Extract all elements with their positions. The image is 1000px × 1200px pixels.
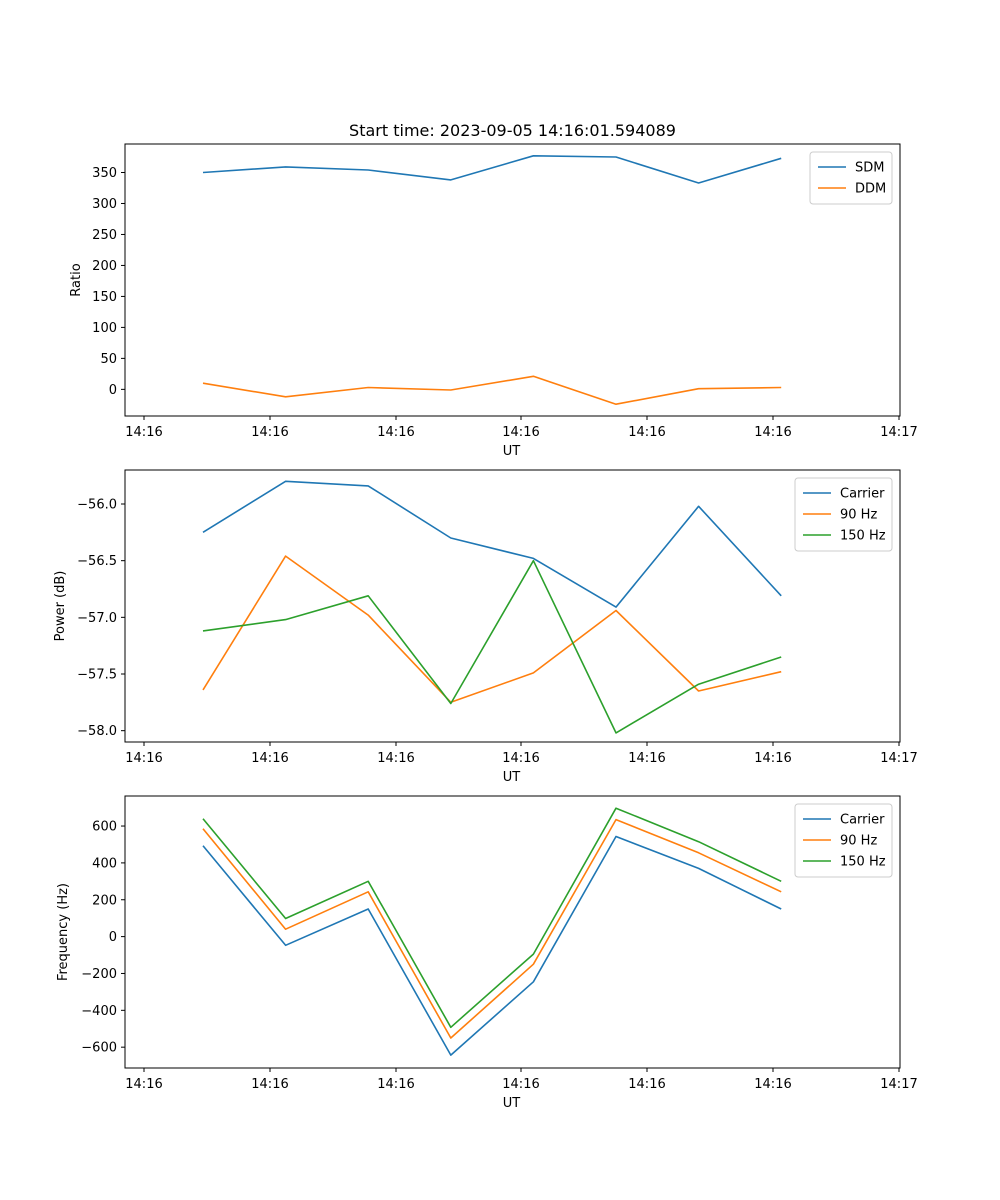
panel-3: 14:16 14:16 14:16 14:16 14:16 14:16 14:17 UT −60… xyxy=(56,795,918,1111)
series-line-90-hz xyxy=(202,555,782,704)
x-tick-label: 14:16 xyxy=(628,425,665,440)
series-line-150-hz xyxy=(202,559,782,734)
y-tick-label: 150 xyxy=(92,290,117,305)
axes-frame xyxy=(124,795,901,1069)
x-tick-label: 14:16 xyxy=(251,751,288,766)
x-tick-label: 14:16 xyxy=(377,751,414,766)
y-tick-label: 200 xyxy=(92,893,117,908)
x-tick-label: 14:16 xyxy=(628,751,665,766)
legend: Carrier 90 Hz 150 Hz xyxy=(794,803,893,878)
series-line-150-hz xyxy=(202,807,782,1029)
legend-label: Carrier xyxy=(840,813,885,828)
x-axis-label: UT xyxy=(503,770,521,785)
x-tick-label: 14:17 xyxy=(880,1077,917,1092)
legend: Carrier 90 Hz 150 Hz xyxy=(794,477,893,552)
x-tick-label: 14:16 xyxy=(377,425,414,440)
legend-label: 90 Hz xyxy=(840,508,877,523)
series-line-ddm xyxy=(202,375,782,406)
legend: SDM DDM xyxy=(809,151,893,205)
y-tick-label: 0 xyxy=(109,383,117,398)
x-tick-label: 14:16 xyxy=(754,425,791,440)
y-tick-label: 300 xyxy=(92,197,117,212)
x-tick-label: 14:16 xyxy=(502,425,539,440)
x-tick-label: 14:16 xyxy=(125,751,162,766)
y-tick-label: −56.5 xyxy=(77,554,117,569)
y-tick-label: 50 xyxy=(100,352,117,367)
legend-label: 90 Hz xyxy=(840,834,877,849)
x-tick-label: 14:16 xyxy=(251,1077,288,1092)
x-tick-label: 14:17 xyxy=(880,751,917,766)
panel-1: Start time: 2023-09-05 14:16:01.594089 14… xyxy=(69,121,918,459)
x-axis-label: UT xyxy=(503,1096,521,1111)
x-tick-label: 14:16 xyxy=(502,1077,539,1092)
panel-2: 14:16 14:16 14:16 14:16 14:16 14:16 14:17 UT −58… xyxy=(53,469,918,785)
legend-label: DDM xyxy=(855,182,886,197)
y-tick-label: 350 xyxy=(92,166,117,181)
legend-label: SDM xyxy=(855,161,884,176)
legend-box xyxy=(794,803,893,878)
x-tick-label: 14:17 xyxy=(880,425,917,440)
x-tick-label: 14:16 xyxy=(125,1077,162,1092)
y-tick-label: −57.0 xyxy=(77,611,117,626)
y-axis-label: Power (dB) xyxy=(53,571,68,642)
y-tick-label: −400 xyxy=(81,1004,117,1019)
legend-label: 150 Hz xyxy=(840,855,886,870)
legend-label: Carrier xyxy=(840,487,885,502)
y-tick-label: −600 xyxy=(81,1041,117,1056)
axes-frame xyxy=(124,469,901,743)
series-line-carrier xyxy=(202,480,782,608)
x-tick-label: 14:16 xyxy=(251,425,288,440)
series-line-90-hz xyxy=(202,818,782,1039)
y-axis-label: Frequency (Hz) xyxy=(56,883,71,981)
y-tick-label: 100 xyxy=(92,321,117,336)
x-tick-label: 14:16 xyxy=(125,425,162,440)
y-tick-label: 400 xyxy=(92,856,117,871)
legend-label: 150 Hz xyxy=(840,529,886,544)
y-tick-label: −56.0 xyxy=(77,498,117,513)
x-axis-label: UT xyxy=(503,444,521,459)
y-axis-label: Ratio xyxy=(69,263,84,296)
x-tick-label: 14:16 xyxy=(628,1077,665,1092)
y-tick-label: −57.5 xyxy=(77,668,117,683)
y-tick-label: 0 xyxy=(109,930,117,945)
x-tick-label: 14:16 xyxy=(754,1077,791,1092)
x-tick-label: 14:16 xyxy=(502,751,539,766)
chart-title: Start time: 2023-09-05 14:16:01.594089 xyxy=(349,121,676,140)
series-line-sdm xyxy=(202,155,782,184)
y-tick-label: 250 xyxy=(92,228,117,243)
series-line-carrier xyxy=(202,835,782,1056)
y-tick-label: −200 xyxy=(81,967,117,982)
y-tick-label: 200 xyxy=(92,259,117,274)
x-tick-label: 14:16 xyxy=(377,1077,414,1092)
axes-frame xyxy=(124,143,901,417)
y-tick-label: 600 xyxy=(92,820,117,835)
y-tick-label: −58.0 xyxy=(77,724,117,739)
x-tick-label: 14:16 xyxy=(754,751,791,766)
legend-box xyxy=(794,477,893,552)
legend-box xyxy=(809,151,893,205)
